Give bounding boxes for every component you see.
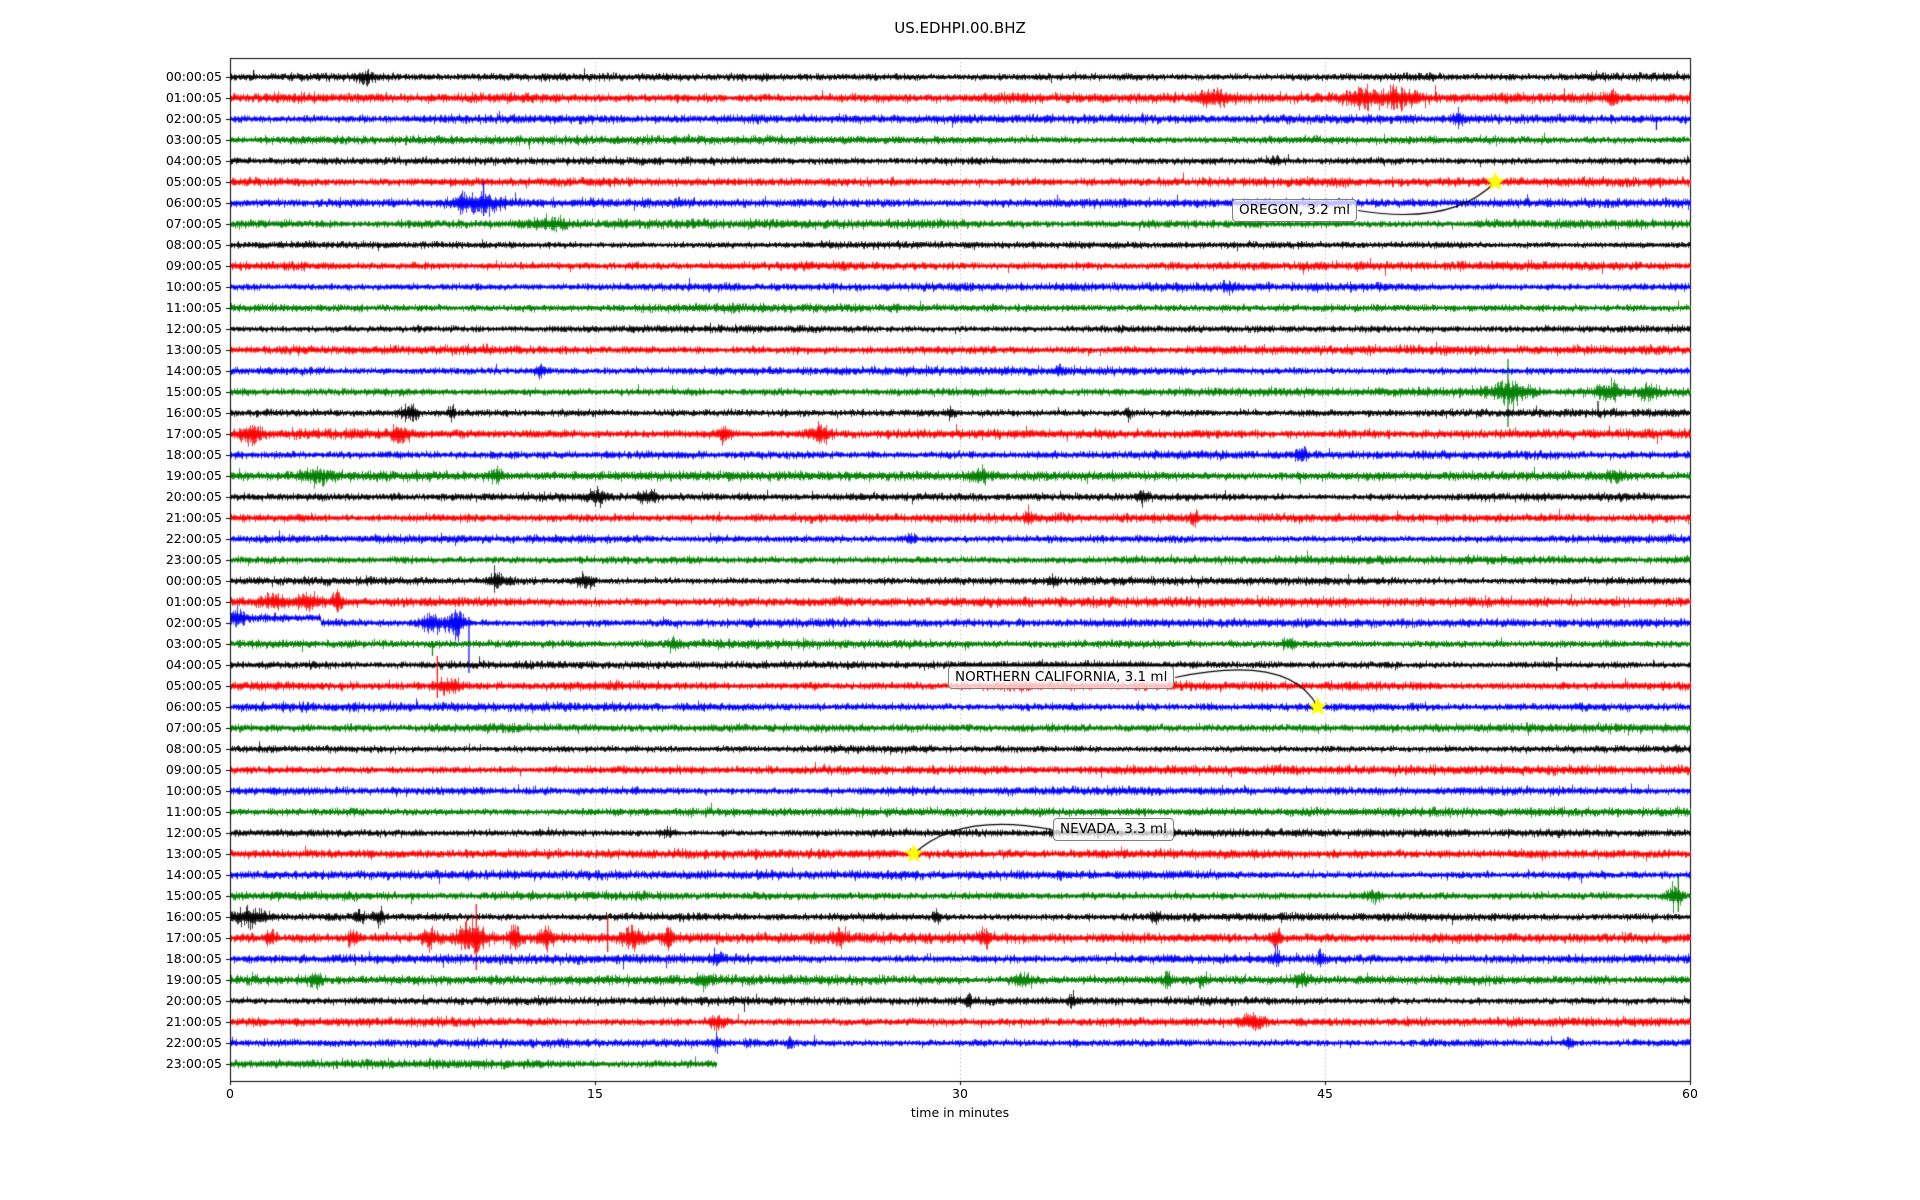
row-time-label: 01:00:05	[165, 90, 222, 105]
row-time-label: 16:00:05	[165, 909, 222, 924]
row-time-label: 03:00:05	[165, 636, 222, 651]
row-time-label: 05:00:05	[165, 678, 222, 693]
row-time-label: 04:00:05	[165, 657, 222, 672]
row-time-label: 15:00:05	[165, 888, 222, 903]
x-axis-label: time in minutes	[910, 1105, 1010, 1120]
x-tick-label: 60	[1682, 1086, 1698, 1101]
row-time-label: 01:00:05	[165, 594, 222, 609]
row-time-label: 10:00:05	[165, 783, 222, 798]
row-time-label: 09:00:05	[165, 258, 222, 273]
row-time-label: 07:00:05	[165, 720, 222, 735]
row-time-label: 14:00:05	[165, 867, 222, 882]
row-time-label: 08:00:05	[165, 741, 222, 756]
row-time-label: 22:00:05	[165, 1035, 222, 1050]
row-time-label: 19:00:05	[165, 468, 222, 483]
chart-title: US.EDHPI.00.BHZ	[894, 19, 1026, 37]
row-time-label: 16:00:05	[165, 405, 222, 420]
row-time-label: 20:00:05	[165, 489, 222, 504]
row-time-label: 13:00:05	[165, 846, 222, 861]
row-time-label: 00:00:05	[165, 573, 222, 588]
row-time-label: 06:00:05	[165, 195, 222, 210]
row-time-label: 10:00:05	[165, 279, 222, 294]
row-time-label: 13:00:05	[165, 342, 222, 357]
event-annotation-label: NORTHERN CALIFORNIA, 3.1 ml	[948, 666, 1175, 689]
event-annotation-label: NEVADA, 3.3 ml	[1053, 818, 1174, 841]
row-time-label: 09:00:05	[165, 762, 222, 777]
row-time-label: 17:00:05	[165, 930, 222, 945]
row-time-label: 00:00:05	[165, 69, 222, 84]
row-time-label: 23:00:05	[165, 552, 222, 567]
row-time-label: 08:00:05	[165, 237, 222, 252]
row-time-label: 23:00:05	[165, 1056, 222, 1071]
row-time-label: 14:00:05	[165, 363, 222, 378]
row-time-label: 07:00:05	[165, 216, 222, 231]
row-time-label: 17:00:05	[165, 426, 222, 441]
row-time-label: 21:00:05	[165, 510, 222, 525]
row-time-label: 11:00:05	[165, 804, 222, 819]
row-time-label: 15:00:05	[165, 384, 222, 399]
row-time-label: 21:00:05	[165, 1014, 222, 1029]
row-time-label: 12:00:05	[165, 321, 222, 336]
row-time-label: 03:00:05	[165, 132, 222, 147]
event-annotation-label: OREGON, 3.2 ml	[1232, 199, 1357, 222]
row-time-label: 11:00:05	[165, 300, 222, 315]
row-time-label: 22:00:05	[165, 531, 222, 546]
x-tick-label: 0	[226, 1086, 234, 1101]
row-time-label: 20:00:05	[165, 993, 222, 1008]
row-time-label: 02:00:05	[165, 111, 222, 126]
row-time-label: 02:00:05	[165, 615, 222, 630]
row-time-label: 12:00:05	[165, 825, 222, 840]
row-time-label: 05:00:05	[165, 174, 222, 189]
x-tick-label: 30	[952, 1086, 968, 1101]
row-time-label: 06:00:05	[165, 699, 222, 714]
x-tick-label: 45	[1317, 1086, 1333, 1101]
row-time-label: 04:00:05	[165, 153, 222, 168]
row-time-label: 18:00:05	[165, 447, 222, 462]
row-time-label: 19:00:05	[165, 972, 222, 987]
x-tick-label: 15	[587, 1086, 603, 1101]
row-time-label: 18:00:05	[165, 951, 222, 966]
